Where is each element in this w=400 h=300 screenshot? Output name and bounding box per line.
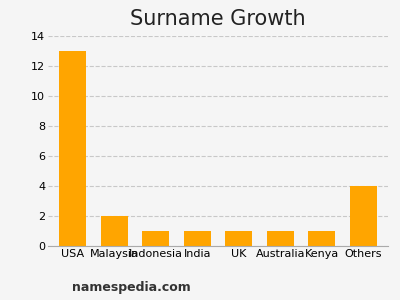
Bar xyxy=(225,231,252,246)
Bar xyxy=(101,216,128,246)
Bar xyxy=(308,231,335,246)
Bar xyxy=(267,231,294,246)
Bar xyxy=(60,51,86,246)
Title: Surname Growth: Surname Growth xyxy=(130,9,306,29)
Text: namespedia.com: namespedia.com xyxy=(72,281,191,294)
Bar xyxy=(142,231,169,246)
Bar xyxy=(350,186,376,246)
Bar xyxy=(184,231,211,246)
